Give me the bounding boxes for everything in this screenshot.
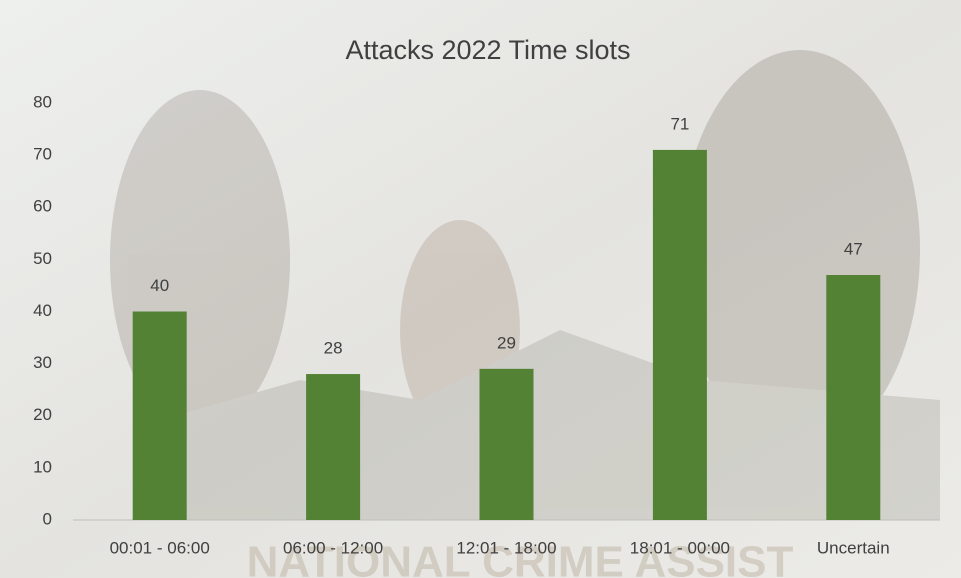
- bar: [306, 374, 360, 520]
- data-label: 71: [670, 114, 689, 133]
- y-tick-label: 30: [33, 353, 52, 372]
- data-label: 47: [844, 239, 863, 258]
- x-tick-label: 00:01 - 06:00: [110, 538, 210, 557]
- chart-title: Attacks 2022 Time slots: [345, 35, 630, 65]
- data-label: 29: [497, 333, 516, 352]
- x-tick-label: 06:00 - 12:00: [283, 538, 383, 557]
- y-tick-label: 20: [33, 405, 52, 424]
- y-tick-label: 80: [33, 92, 52, 111]
- x-tick-label: Uncertain: [817, 538, 890, 557]
- bar: [826, 275, 880, 520]
- bar: [480, 369, 534, 520]
- y-tick-label: 50: [33, 249, 52, 268]
- bar: [653, 150, 707, 520]
- y-tick-label: 70: [33, 145, 52, 164]
- data-label: 28: [324, 339, 343, 358]
- y-tick-label: 40: [33, 301, 52, 320]
- chart: NATIONAL CRIME ASSIST Attacks 2022 Time …: [0, 0, 961, 578]
- y-tick-label: 60: [33, 197, 52, 216]
- data-label: 40: [150, 276, 169, 295]
- x-tick-label: 18:01 - 00:00: [630, 538, 730, 557]
- y-tick-label: 0: [43, 509, 52, 528]
- y-tick-label: 10: [33, 457, 52, 476]
- bar: [133, 312, 187, 521]
- x-tick-label: 12:01 - 18:00: [456, 538, 556, 557]
